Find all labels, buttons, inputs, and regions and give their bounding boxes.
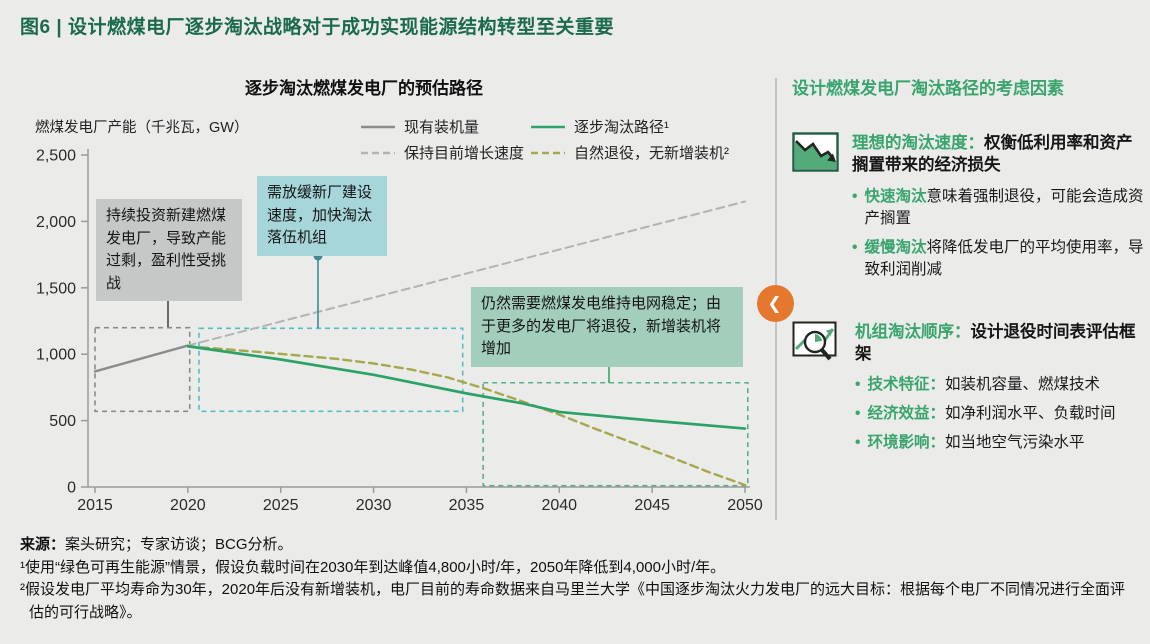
- x-tick-label: 2040: [541, 497, 577, 514]
- series-2: [186, 345, 747, 487]
- series-3: [186, 344, 747, 430]
- bullet-text: 如当地空气污染水平: [944, 434, 1085, 452]
- legend-label: 自然退役，无新增装机²: [574, 145, 729, 162]
- legend-swatch: [361, 151, 395, 154]
- bullet-list: • 技术特征：如装机容量、燃煤技术 • 经济效益：如净利润水平、负载时间 • 环境影响…: [855, 374, 1144, 454]
- source-text: 案头研究；专家访谈；BCG分析。: [65, 536, 293, 553]
- highlight-box: [198, 327, 464, 413]
- footnote-1: ¹使用“绿色可再生能源”情景，假设负载时间在2030年到达峰值4,800小时/年…: [20, 558, 726, 576]
- legend: 现有装机量 逐步淘汰路径¹ 保持目前增长速度 自然退役，无新增装机²: [360, 116, 729, 163]
- chevron-left-icon: ❮: [767, 294, 782, 313]
- section-retirement-order: 机组淘汰顺序：设计退役时间表评估框架 • 技术特征：如装机容量、燃煤技术 • 经济效…: [792, 321, 1144, 462]
- legend-item: 保持目前增长速度: [360, 142, 530, 163]
- annotation-slow-construction: 需放缓新厂建设速度，加快淘汰落伍机组: [257, 176, 387, 256]
- y-tick-label: 500: [49, 413, 76, 430]
- y-tick-label: 1,000: [36, 347, 76, 364]
- source-label: 来源：: [20, 536, 66, 553]
- list-item: • 环境影响：如当地空气污染水平: [855, 432, 1144, 454]
- legend-item: 自然退役，无新增装机²: [530, 142, 729, 163]
- legend-swatch: [531, 151, 565, 154]
- x-tick-label: 2020: [170, 497, 206, 514]
- footnotes: 来源：案头研究；专家访谈；BCG分析。 ¹使用“绿色可再生能源”情景，假设负载时…: [20, 534, 1132, 624]
- heading-text: 权衡低利用率和资产搁置带来的经济损失: [852, 134, 1133, 175]
- footnote-2: ²假设发电厂平均寿命为30年，2020年后没有新增装机，电厂目前的寿命数据来自马…: [20, 581, 1126, 621]
- carousel-prev-button[interactable]: ❮: [757, 285, 794, 322]
- heading-keyword: 机组淘汰顺序：: [855, 322, 971, 341]
- legend-label: 现有装机量: [404, 119, 480, 136]
- bullet-keyword: 缓慢淘汰: [864, 238, 927, 256]
- bullet-keyword: 经济效益：: [867, 405, 945, 423]
- annotation-overcapacity: 持续投资新建燃煤发电厂，导致产能过剩，盈利性受挑战: [96, 199, 242, 301]
- considerations-panel: 设计燃煤发电厂淘汰路径的考虑因素 理想的淘汰速度：权衡低利用率和资产搁置带来的经…: [792, 74, 1144, 461]
- x-tick-label: 2035: [449, 497, 485, 514]
- annotation-text: 持续投资新建燃煤发电厂，导致产能过剩，盈利性受挑战: [106, 207, 227, 292]
- series-0: [93, 344, 190, 373]
- heading-text: 设计退役时间表评估框架: [855, 322, 1136, 363]
- bullet-text: 如装机容量、燃煤技术: [944, 376, 1100, 394]
- legend-swatch: [531, 125, 565, 128]
- highlight-box: [94, 326, 191, 413]
- legend-label: 逐步淘汰路径¹: [574, 119, 669, 136]
- bullet-list: • 快速淘汰意味着强制退役，可能会造成资产搁置 • 缓慢淘汰将降低发电厂的平均使用率…: [852, 186, 1144, 281]
- bullet-keyword: 技术特征：: [867, 376, 945, 394]
- bullet-keyword: 快速淘汰: [864, 187, 927, 205]
- y-tick-label: 2,000: [36, 214, 76, 231]
- series-1: [186, 200, 746, 347]
- annotation-text: 需放缓新厂建设速度，加快淘汰落伍机组: [267, 184, 373, 246]
- annotation-grid-stability: 仍然需要燃煤发电维持电网稳定；由于更多的发电厂将退役，新增装机将增加: [471, 287, 743, 367]
- highlight-box: [482, 381, 749, 487]
- y-tick-label: 2,500: [36, 148, 76, 165]
- bullet-text: 意味着强制退役，可能会造成资产搁置: [864, 187, 1144, 227]
- list-item: • 快速淘汰意味着强制退役，可能会造成资产搁置: [852, 186, 1144, 230]
- legend-swatch: [361, 125, 395, 128]
- bullet-icon: •: [852, 187, 858, 205]
- downtrend-chart-icon: [792, 132, 839, 288]
- chart-title: 逐步淘汰燃煤发电厂的预估路径: [245, 79, 483, 98]
- figure-title: 图6 | 设计燃煤电厂逐步淘汰战略对于成功实现能源结构转型至关重要: [20, 17, 614, 38]
- bullet-icon: •: [852, 238, 858, 256]
- list-item: • 经济效益：如净利润水平、负载时间: [855, 403, 1144, 425]
- x-tick-label: 2030: [356, 497, 392, 514]
- source-line: 来源：案头研究；专家访谈；BCG分析。: [20, 534, 1132, 557]
- y-tick-label: 0: [67, 480, 76, 497]
- legend-item: 逐步淘汰路径¹: [530, 116, 729, 137]
- x-tick-label: 2045: [634, 497, 670, 514]
- bullet-icon: •: [855, 434, 861, 452]
- heading-keyword: 理想的淘汰速度：: [852, 134, 984, 152]
- magnifier-chart-icon: [792, 321, 842, 462]
- bullet-text: 将降低发电厂的平均使用率，导致利润削减: [864, 238, 1144, 278]
- list-item: • 缓慢淘汰将降低发电厂的平均使用率，导致利润削减: [852, 237, 1144, 281]
- y-tick-label: 1,500: [36, 280, 76, 297]
- bullet-icon: •: [855, 405, 861, 423]
- bullet-text: 如净利润水平、负载时间: [944, 405, 1116, 423]
- y-axis-label: 燃煤发电厂产能（千兆瓦，GW）: [35, 120, 249, 136]
- section-phaseout-speed: 理想的淘汰速度：权衡低利用率和资产搁置带来的经济损失 • 快速淘汰意味着强制退役，…: [792, 132, 1144, 288]
- bullet-keyword: 环境影响：: [867, 434, 945, 452]
- x-tick-label: 2050: [727, 497, 763, 514]
- bullet-icon: •: [855, 376, 861, 394]
- section-heading: 理想的淘汰速度：权衡低利用率和资产搁置带来的经济损失: [852, 132, 1144, 177]
- legend-label: 保持目前增长速度: [404, 145, 525, 162]
- legend-item: 现有装机量: [360, 116, 530, 137]
- x-tick-label: 2015: [77, 497, 113, 514]
- x-tick-label: 2025: [263, 497, 299, 514]
- section-heading: 机组淘汰顺序：设计退役时间表评估框架: [855, 321, 1144, 366]
- panel-title: 设计燃煤发电厂淘汰路径的考虑因素: [792, 79, 1064, 98]
- list-item: • 技术特征：如装机容量、燃煤技术: [855, 374, 1144, 396]
- annotation-text: 仍然需要燃煤发电维持电网稳定；由于更多的发电厂将退役，新增装机将增加: [481, 295, 722, 357]
